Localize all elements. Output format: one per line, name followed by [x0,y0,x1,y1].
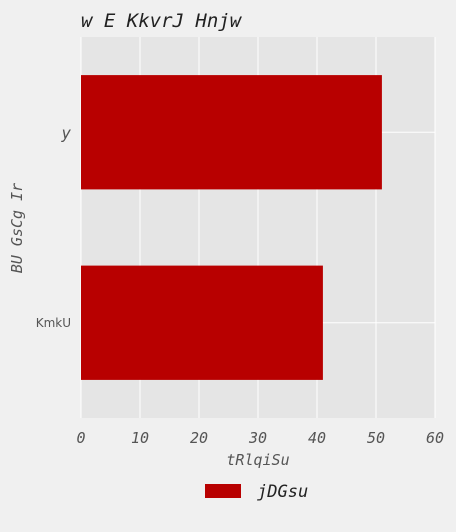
y-tick-label: KmkU [36,316,71,330]
y-tick-label: y [60,123,71,142]
bars [81,75,382,380]
legend-label: jDGsu [257,482,308,502]
x-tick-label: 0 [76,429,85,447]
x-tick-label: 40 [308,429,326,447]
x-tick-label: 60 [426,429,444,447]
legend-swatch [205,484,241,498]
x-tick-label: 20 [190,429,208,447]
legend: jDGsu [205,482,308,502]
bar [81,265,323,380]
x-axis-label: tRlqiSu [226,451,289,469]
bar [81,75,382,190]
y-axis-label: BU GsCg Ir [8,183,26,273]
x-tick-labels: 0 10 20 30 40 50 60 [76,429,444,447]
x-tick-label: 50 [367,429,385,447]
chart-title: w E KkvrJ Hnjw [81,10,243,32]
y-tick-labels: y KmkU [36,123,72,330]
x-tick-label: 10 [131,429,149,447]
x-tick-label: 30 [248,429,267,447]
